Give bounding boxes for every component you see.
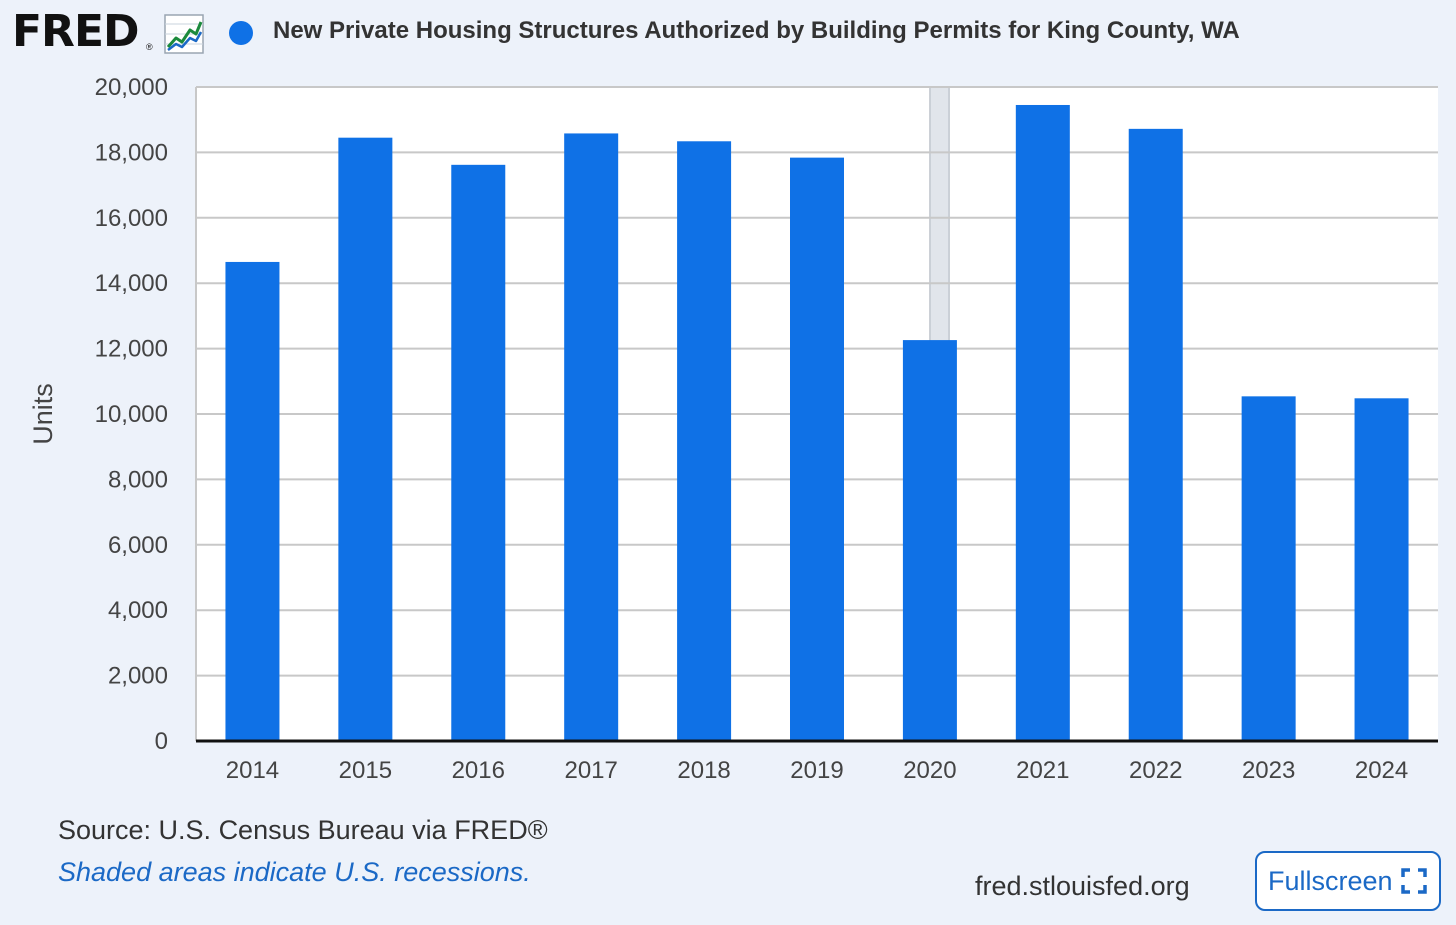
fullscreen-label: Fullscreen [1268,865,1393,896]
y-tick-label: 0 [155,728,168,755]
bar [790,157,844,742]
y-tick-label: 14,000 [95,270,168,297]
y-tick-label: 18,000 [95,139,168,166]
source-credit: Source: U.S. Census Bureau via FRED® [58,815,548,845]
bar [1128,128,1183,741]
y-axis-label: Units [28,383,58,445]
series-legend-marker [229,21,253,45]
registered-mark: ® [146,42,153,52]
fullscreen-button[interactable]: Fullscreen [1255,851,1441,911]
y-tick-label: 10,000 [95,401,168,428]
x-tick-label: 2016 [452,757,505,784]
chart-title: New Private Housing Structures Authorize… [273,17,1240,44]
bar [1015,104,1070,742]
bar [1354,398,1409,741]
expand-icon [1400,868,1427,894]
y-tick-label: 4,000 [108,597,168,624]
x-tick-label: 2015 [339,757,392,784]
x-tick-label: 2017 [564,757,617,784]
bar [902,340,957,741]
x-tick-label: 2024 [1355,757,1408,784]
y-tick-label: 8,000 [108,466,168,493]
y-tick-label: 2,000 [108,663,168,690]
bar [338,137,393,741]
bar [1241,396,1296,741]
x-tick-label: 2019 [790,757,843,784]
x-tick-label: 2023 [1242,757,1295,784]
chart-header: FRED ® New Private Housing Structures Au… [0,0,1456,70]
fred-logo[interactable]: FRED [12,6,140,57]
y-tick-label: 6,000 [108,532,168,559]
x-tick-label: 2020 [903,757,956,784]
x-tick-label: 2018 [677,757,730,784]
x-tick-label: 2021 [1016,757,1069,784]
bar [225,261,280,741]
recession-note: Shaded areas indicate U.S. recessions. [58,857,531,887]
bar [677,141,732,742]
bar-chart: 0 2,000 4,000 6,000 8,000 10,000 12,000 14,000 1… [28,74,1438,784]
y-tick-label: 16,000 [95,205,168,232]
y-tick-label: 12,000 [95,336,168,363]
site-url[interactable]: fred.stlouisfed.org [975,871,1190,901]
x-tick-label: 2014 [226,757,279,784]
bar [564,133,619,742]
y-tick-label: 20,000 [95,74,168,101]
line-chart-icon[interactable] [164,14,204,54]
bar [451,164,506,741]
x-tick-label: 2022 [1129,757,1182,784]
